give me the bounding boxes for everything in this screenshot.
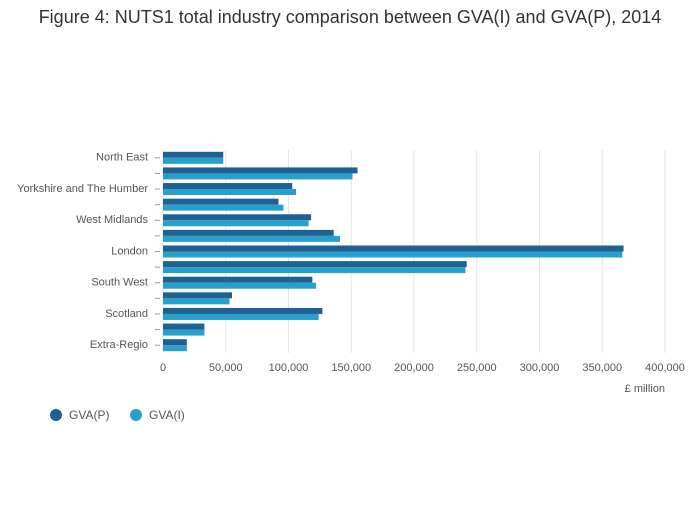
- legend: GVA(P) GVA(I): [50, 408, 185, 422]
- bar: [163, 251, 623, 258]
- x-tick-label: 200,000: [394, 362, 434, 374]
- bar: [163, 313, 319, 320]
- bar: [163, 329, 205, 336]
- y-tick-label: Extra-Regio: [90, 339, 148, 351]
- bar: [163, 282, 317, 289]
- x-tick-label: 350,000: [582, 362, 622, 374]
- bar: [163, 292, 233, 299]
- bar: [163, 157, 224, 164]
- x-tick-label: 100,000: [269, 362, 309, 374]
- x-tick-label: 150,000: [331, 362, 371, 374]
- bar: [163, 167, 358, 174]
- bar: [163, 276, 313, 283]
- legend-label: GVA(I): [149, 408, 185, 422]
- bar: [163, 323, 205, 330]
- bar: [163, 235, 340, 242]
- bar: [163, 229, 334, 236]
- y-tick-label: Scotland: [105, 308, 148, 320]
- bar: [163, 245, 624, 252]
- bar: [163, 151, 224, 158]
- bar: [163, 307, 323, 314]
- bar: [163, 298, 230, 305]
- bar: [163, 345, 187, 352]
- chart-title: Figure 4: NUTS1 total industry compariso…: [39, 7, 662, 27]
- legend-swatch: [130, 409, 142, 421]
- legend-label: GVA(P): [69, 408, 109, 422]
- bar: [163, 214, 312, 221]
- bar: [163, 173, 353, 180]
- bar: [163, 204, 284, 211]
- bar: [163, 261, 467, 268]
- bar: [163, 220, 309, 227]
- x-tick-label: 50,000: [209, 362, 243, 374]
- bar: [163, 189, 297, 196]
- y-tick-label: North East: [96, 152, 148, 164]
- x-axis-label: £ million: [625, 383, 665, 395]
- bar: [163, 339, 187, 346]
- legend-swatch: [50, 409, 62, 421]
- y-tick-label: London: [111, 245, 148, 257]
- x-tick-label: 300,000: [520, 362, 560, 374]
- y-tick-label: Yorkshire and The Humber: [17, 183, 148, 195]
- bar: [163, 267, 466, 274]
- y-tick-label: West Midlands: [76, 214, 148, 226]
- x-tick-label: 250,000: [457, 362, 497, 374]
- x-tick-label: 400,000: [645, 362, 685, 374]
- bar: [163, 198, 279, 205]
- x-tick-label: 0: [160, 362, 166, 374]
- bar: [163, 183, 293, 190]
- y-tick-label: South West: [91, 277, 148, 289]
